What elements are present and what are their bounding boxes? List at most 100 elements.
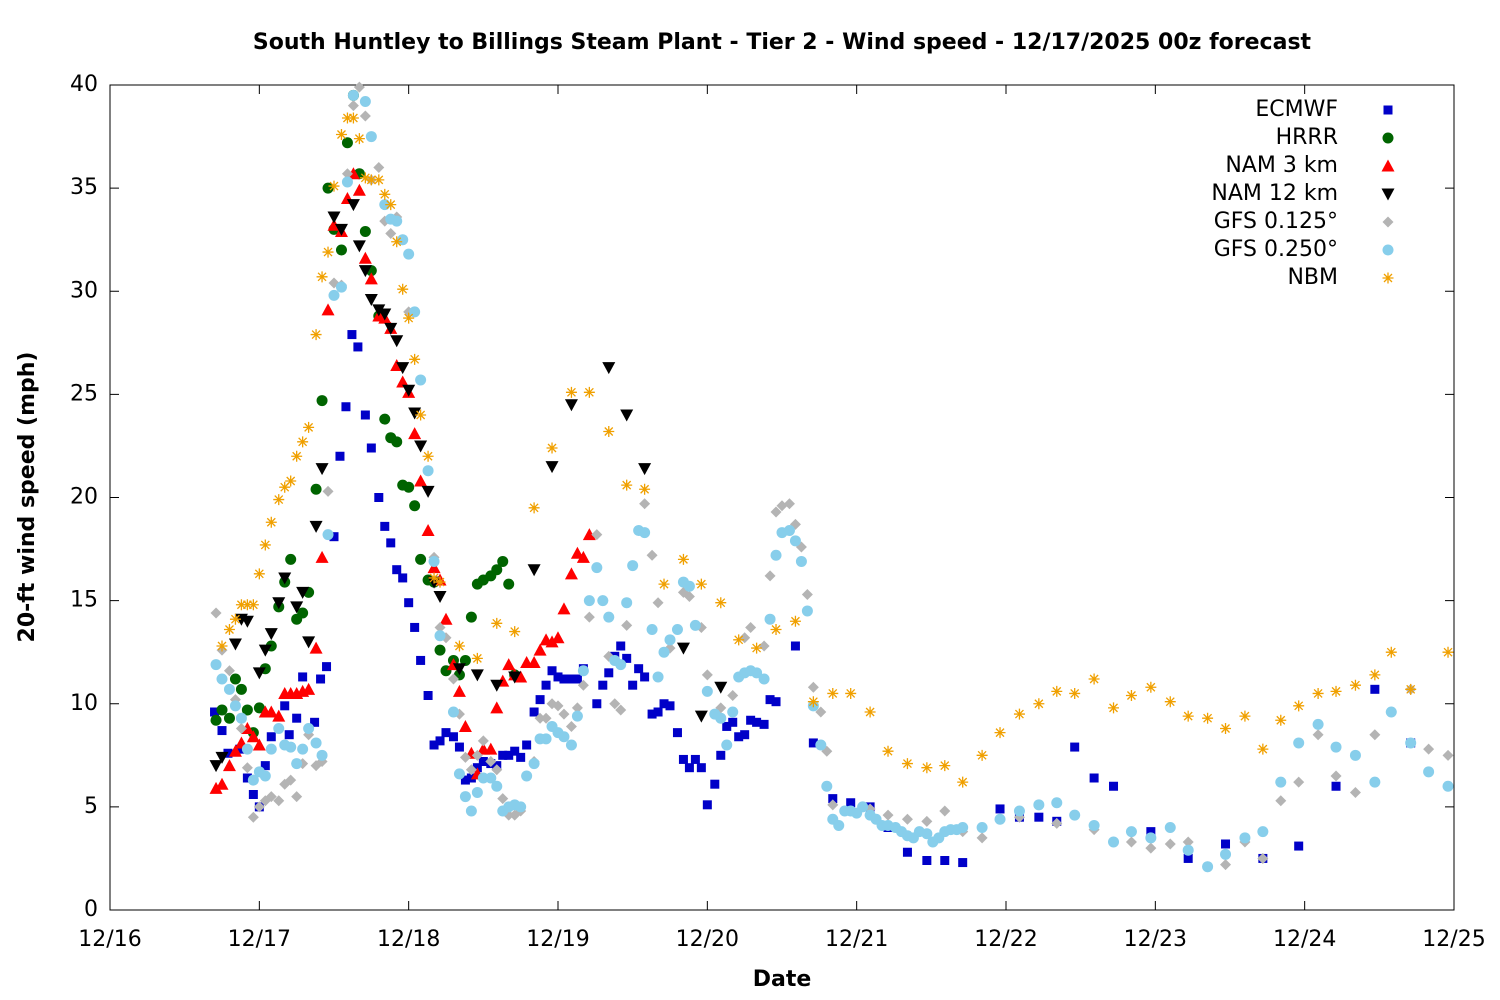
point [315, 550, 329, 563]
point [217, 726, 227, 736]
point [379, 188, 391, 200]
point [683, 591, 695, 602]
y-tick-label: 40 [70, 72, 98, 97]
point [572, 674, 582, 684]
point [1145, 681, 1157, 693]
point [366, 443, 376, 453]
point [434, 630, 446, 642]
point [1051, 817, 1063, 829]
point [1257, 852, 1269, 864]
x-tick-label: 12/18 [377, 927, 440, 952]
point [210, 659, 222, 671]
point [247, 599, 259, 611]
y-tick-label: 30 [70, 278, 98, 303]
point [285, 774, 297, 786]
point [328, 180, 340, 192]
point [582, 528, 596, 541]
point [253, 702, 265, 714]
point [534, 712, 546, 724]
point [416, 655, 426, 665]
point [396, 375, 410, 388]
point [721, 739, 733, 751]
point [434, 576, 446, 588]
point [341, 168, 353, 180]
point [1330, 741, 1342, 753]
point [639, 527, 651, 539]
point [223, 665, 235, 677]
point [373, 162, 385, 173]
point [1442, 646, 1454, 658]
point [291, 791, 303, 803]
point [365, 174, 377, 186]
point [265, 791, 277, 803]
point [714, 681, 728, 694]
point [454, 742, 464, 752]
point [223, 712, 235, 724]
point [360, 410, 370, 420]
point [659, 699, 669, 709]
point [285, 475, 297, 487]
point [535, 695, 545, 705]
point [1164, 696, 1176, 708]
point [801, 605, 813, 617]
point [248, 790, 258, 799]
point [1182, 836, 1194, 848]
point [265, 516, 277, 528]
point [857, 801, 869, 813]
point [415, 409, 427, 421]
point [795, 555, 807, 567]
x-axis-label: Date [753, 967, 812, 992]
point [341, 137, 353, 149]
point [398, 573, 408, 583]
point [689, 619, 701, 631]
x-tick-label: 12/22 [974, 927, 1037, 952]
point [576, 550, 590, 563]
point [384, 322, 398, 335]
point [459, 751, 471, 763]
point [359, 172, 371, 184]
point [540, 712, 552, 724]
point [1293, 776, 1305, 788]
point [347, 89, 359, 101]
point [346, 199, 360, 212]
point [353, 133, 365, 145]
point [640, 672, 650, 682]
point [216, 704, 228, 716]
point [414, 440, 428, 453]
point [615, 659, 627, 671]
point [241, 743, 253, 755]
point [229, 700, 241, 712]
point [328, 289, 340, 301]
point [529, 707, 539, 717]
point [1239, 832, 1251, 844]
point [671, 624, 683, 635]
point [309, 641, 323, 654]
point [310, 483, 322, 495]
point [1312, 687, 1324, 699]
point [653, 707, 663, 717]
point [353, 81, 365, 93]
point [1423, 766, 1435, 778]
point [1202, 861, 1214, 873]
point [628, 680, 638, 690]
point [297, 436, 309, 448]
point [353, 342, 363, 352]
point [694, 710, 708, 723]
point [310, 737, 322, 749]
point [408, 427, 422, 440]
point [441, 728, 451, 738]
point [1125, 826, 1137, 838]
point [1202, 712, 1214, 724]
point [647, 709, 657, 719]
point [347, 100, 359, 112]
point [552, 700, 564, 712]
point [1146, 827, 1156, 837]
point [752, 717, 762, 727]
point [759, 719, 769, 729]
point [478, 757, 488, 766]
point [321, 303, 335, 316]
point [533, 643, 547, 656]
point [470, 669, 484, 682]
point [616, 641, 626, 651]
